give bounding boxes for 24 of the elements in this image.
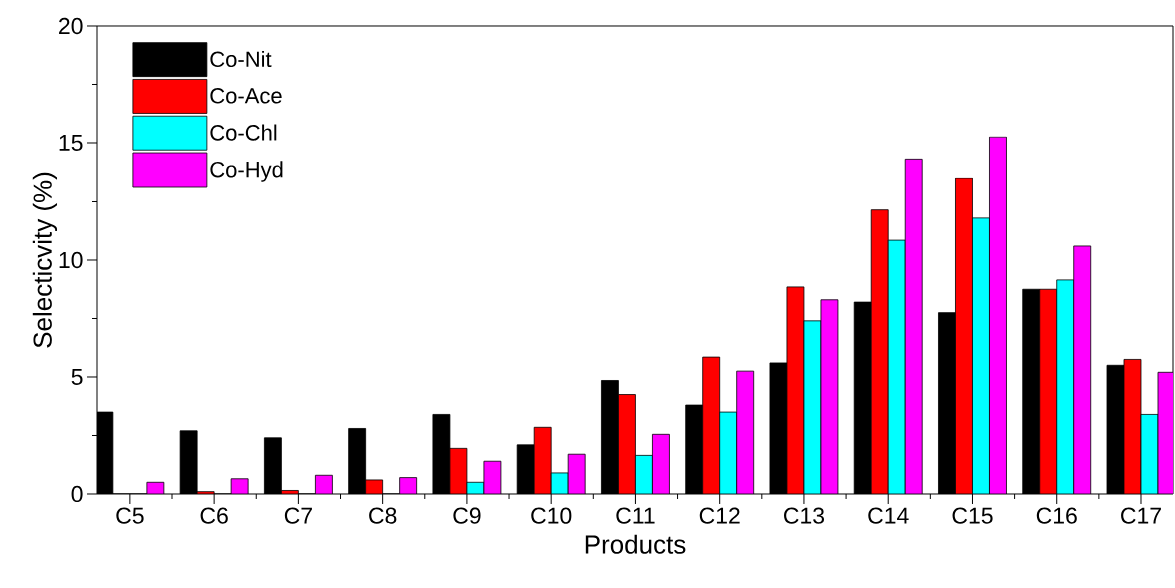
- legend-label: Co-Chl: [210, 124, 277, 141]
- x-tick-label: C15: [952, 507, 993, 524]
- x-tick-label: C10: [531, 507, 572, 524]
- x-tick-label: C13: [784, 507, 825, 524]
- y-tick-label: 0: [71, 485, 83, 503]
- legend-label: Co-Nit: [210, 50, 272, 68]
- legend-label: Co-Hyd: [210, 161, 283, 182]
- y-axis-title: Selecticvity (%): [32, 172, 58, 348]
- x-tick-label: C8: [369, 507, 397, 524]
- y-tick-label: 15: [59, 134, 83, 152]
- x-axis-title: Products: [585, 534, 686, 554]
- x-tick-label: C5: [116, 507, 144, 524]
- y-tick-label: 5: [71, 368, 83, 386]
- x-tick-label: C17: [1121, 507, 1161, 524]
- x-tick-label: C9: [453, 507, 481, 524]
- x-tick-label: C14: [868, 507, 909, 524]
- x-tick-label: C7: [284, 507, 312, 524]
- y-tick-label: 10: [59, 251, 83, 269]
- x-tick-label: C12: [699, 507, 740, 524]
- y-tick-label: 20: [59, 17, 83, 35]
- legend-label: Co-Ace: [210, 87, 282, 104]
- x-tick-label: C16: [1036, 507, 1077, 524]
- x-tick-label: C11: [616, 507, 655, 524]
- x-tick-label: C6: [200, 507, 228, 524]
